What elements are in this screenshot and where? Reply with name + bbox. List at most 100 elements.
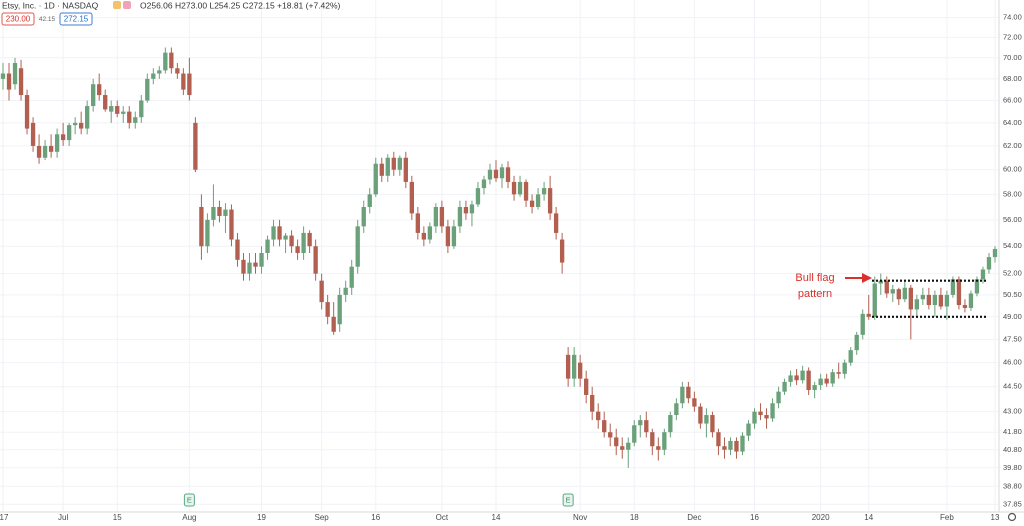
y-tick-label: 52.00 [1003,269,1022,278]
candle-body [614,437,619,447]
earnings-badge [183,493,195,507]
candle-body [565,354,571,379]
candle-body [608,432,613,438]
candle-body [854,334,859,351]
candle-body [728,440,733,450]
candle-body [493,169,499,179]
candle-body [806,370,811,391]
y-tick-label: 39.80 [1003,463,1022,472]
candle-body [54,134,60,152]
candle-body [746,423,751,436]
x-tick-label: Aug [182,513,196,522]
y-tick-label: 43.00 [1003,407,1022,416]
candle-body [307,232,312,247]
candle-body [626,442,631,450]
candle-body [920,294,926,300]
candle-body [770,403,775,419]
candle-body [421,232,427,240]
candle-body [848,350,853,363]
icon [123,1,131,9]
candle-body [469,204,475,214]
candle-body [247,262,252,274]
candle-body [584,378,589,395]
x-tick-label: 2020 [812,513,830,522]
candle-body [782,381,787,392]
candle-body [361,206,366,227]
y-tick-label: 50.50 [1003,290,1022,299]
candle-body [313,246,318,274]
candle-body [271,226,276,240]
y-tick-label: 41.80 [1003,427,1022,436]
sell-box[interactable] [1,12,35,26]
candle-body [439,206,445,227]
candle-body [475,188,481,205]
candle-body [277,226,282,240]
sell-price: 230.00 [6,15,31,24]
y-tick-label: 38.80 [1003,481,1022,490]
x-tick-label: Feb [940,513,954,522]
candle-body [427,226,433,240]
candle-body [523,181,529,201]
candle-body [337,294,342,325]
settings-icon[interactable] [1007,512,1017,522]
candle-body [818,378,823,386]
y-tick-label: 49.00 [1003,312,1022,321]
candle-body [78,122,84,129]
y-tick-label: 54.00 [1003,241,1022,250]
candle-body [884,280,889,294]
candle-body [632,425,637,443]
candle-body [686,386,691,399]
buy-box[interactable] [59,12,93,26]
candle-body [445,226,451,247]
y-tick-label: 44.50 [1003,382,1022,391]
candle-body [535,194,541,207]
candle-body [499,167,505,179]
candle-body [487,169,493,180]
candle-body [259,253,264,267]
candle-body [211,206,216,220]
candle-body [151,73,156,79]
x-tick-label: 13 [991,513,1000,522]
candle-body [620,446,625,450]
candle-body [253,262,258,267]
candle-body [950,279,956,295]
candle-body [842,362,847,374]
candle-body [121,111,126,114]
candle-body [127,111,132,123]
candle-body [12,63,18,85]
symbol-title: Etsy, Inc. · 1D · NASDAQ [2,0,99,10]
x-tick-label: 16 [750,513,759,522]
candle-body [788,375,793,382]
candle-body [824,378,829,384]
candle-body [66,125,72,141]
x-tick-label: 15 [113,513,122,522]
candle-body [181,73,186,90]
candle-body [704,415,709,424]
x-tick-label: 17 [0,513,9,522]
x-tick-label: Nov [573,513,587,522]
candle-body [908,287,913,310]
candle-body [295,246,300,254]
candle-body [740,435,745,452]
candle-body [662,432,667,450]
y-tick-label: 37.85 [1003,499,1022,508]
candle-body [205,219,210,247]
candles [0,47,998,468]
candle-body [48,145,54,152]
x-tick-label: 18 [630,513,639,522]
candle-body [680,386,685,404]
candle-body [944,294,950,307]
candle-body [890,289,895,294]
candle-body [776,391,781,404]
candle-body [289,235,294,247]
candle-body [752,411,757,424]
icon [113,1,121,9]
candle-body [481,179,487,189]
candle-body [590,394,595,412]
candle-body [553,213,559,233]
candle-body [385,157,390,176]
candle-body [571,354,577,379]
candle-body [97,84,102,96]
candle-body [145,78,150,101]
